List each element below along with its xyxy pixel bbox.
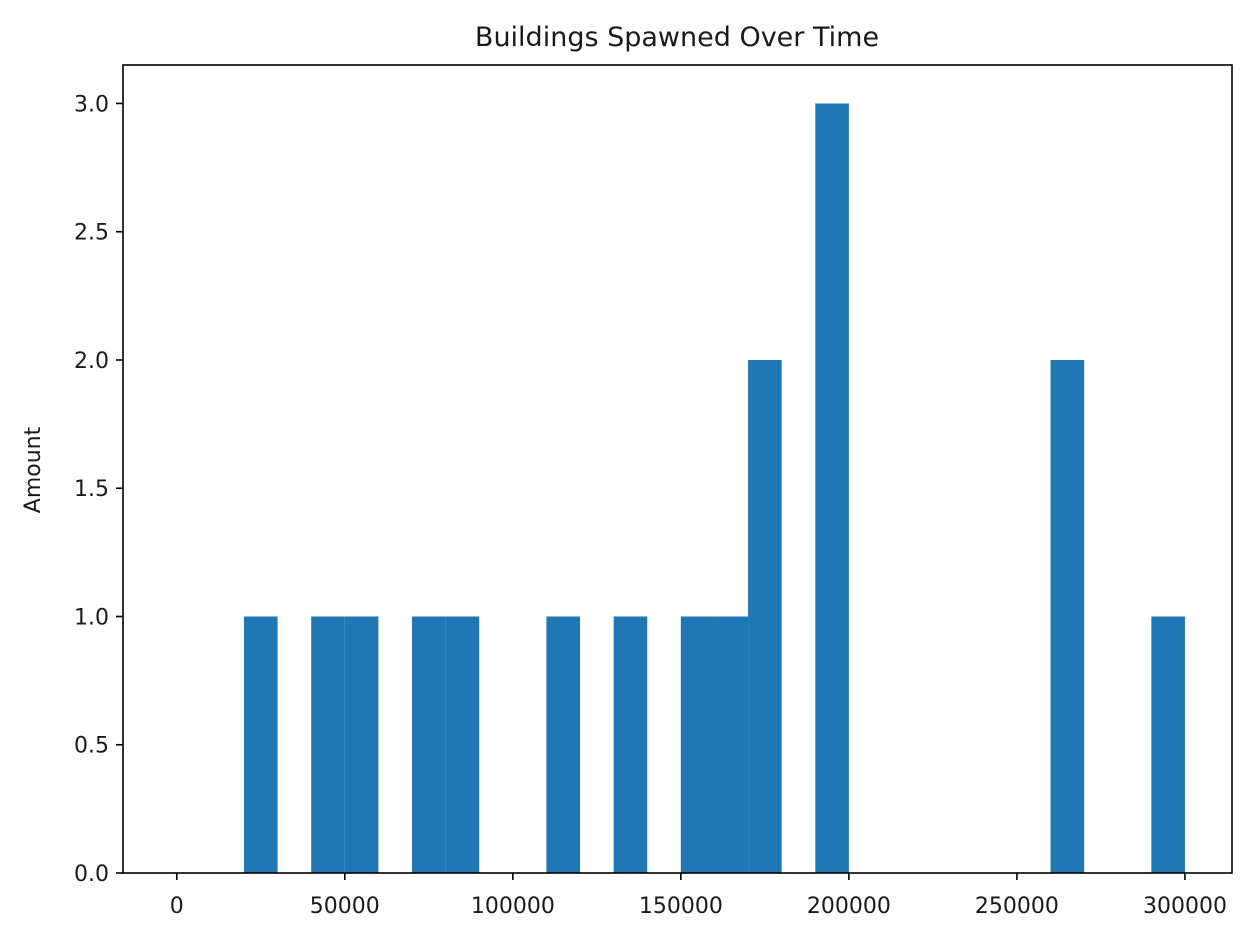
x-tick-label: 250000 — [975, 894, 1059, 919]
y-tick-label: 2.0 — [74, 349, 109, 374]
histogram-bar — [1151, 616, 1185, 873]
histogram-bar — [714, 616, 749, 873]
histogram-bar — [613, 616, 648, 873]
histogram-bar — [243, 616, 278, 873]
y-axis-label: Amount — [21, 426, 46, 513]
bars-group — [243, 103, 1185, 873]
histogram-bar — [412, 616, 446, 873]
chart-title: Buildings Spawned Over Time — [475, 22, 879, 53]
x-tick-label: 200000 — [807, 894, 891, 919]
x-axis-ticks: 0 50000 100000 150000 200000 250000 300000 — [170, 873, 1227, 919]
histogram-bar — [748, 359, 782, 873]
x-tick-label: 100000 — [471, 894, 555, 919]
histogram-bar — [680, 616, 715, 873]
y-tick-label: 3.0 — [74, 92, 109, 117]
histogram-bar — [546, 616, 581, 873]
x-tick-label: 150000 — [639, 894, 723, 919]
y-axis-ticks: 0.0 0.5 1.0 1.5 2.0 2.5 3.0 — [74, 92, 123, 887]
y-tick-label: 2.5 — [74, 221, 109, 246]
y-tick-label: 0.5 — [74, 734, 109, 759]
y-tick-label: 1.5 — [74, 477, 109, 502]
x-tick-label: 50000 — [310, 894, 380, 919]
histogram-bar — [344, 616, 379, 873]
histogram-bar — [815, 103, 849, 873]
y-tick-label: 0.0 — [74, 862, 109, 887]
histogram-bar — [1050, 359, 1085, 873]
y-tick-label: 1.0 — [74, 605, 109, 630]
histogram-bar — [445, 616, 480, 873]
x-tick-label: 0 — [170, 894, 184, 919]
histogram-bar — [311, 616, 345, 873]
plot-frame — [122, 64, 1233, 874]
x-tick-label: 300000 — [1143, 894, 1227, 919]
